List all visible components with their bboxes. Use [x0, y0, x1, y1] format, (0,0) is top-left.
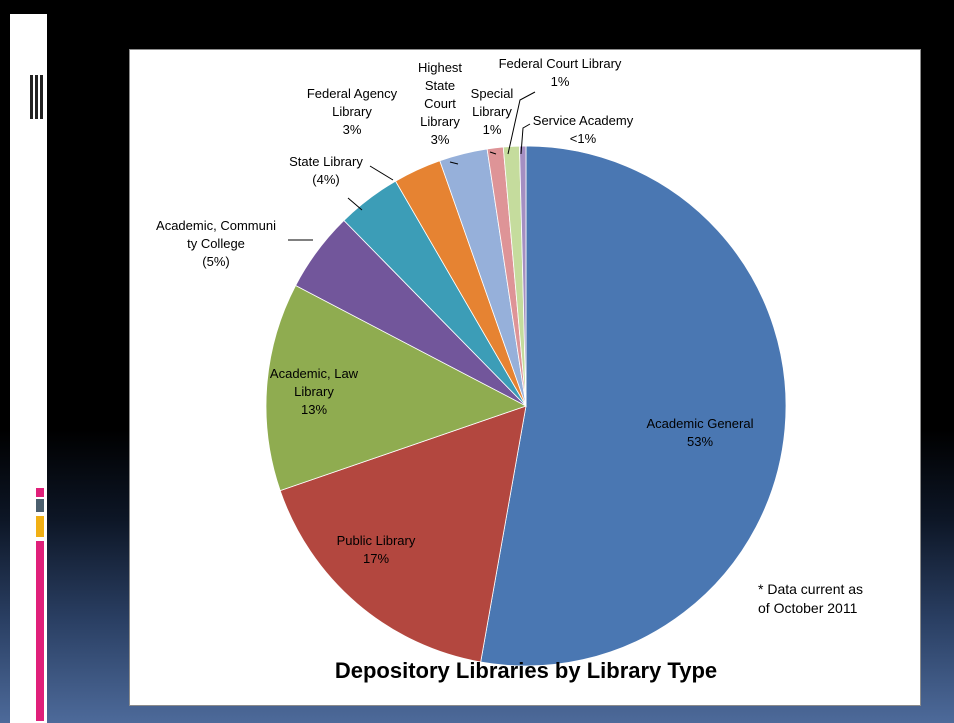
- leader-line: [507, 91, 536, 155]
- pie-chart: Academic General 53% Public Library 17% Acad…: [156, 56, 787, 667]
- pie-slice-academic-law-library: [265, 284, 528, 492]
- accent-bar-magenta-top: [36, 488, 44, 497]
- leader-line: [347, 197, 363, 211]
- accent-bar-magenta-long: [36, 541, 44, 721]
- chart-footnote: * Data current as of October 2011: [758, 581, 864, 616]
- slice-label: Federal Court Library 1%: [499, 56, 622, 89]
- slice-label: Academic, Communi ty College (5%): [156, 218, 276, 269]
- slice-label: Academic, Law Library 13%: [270, 366, 359, 417]
- slice-label: Academic General 53%: [647, 416, 754, 449]
- pie-slice-public-library: [279, 405, 527, 663]
- leader-line: [449, 161, 459, 165]
- accent-bar-gray: [36, 499, 44, 512]
- slice-label: Public Library 17%: [337, 533, 416, 566]
- chart-title: Depository Libraries by Library Type: [334, 658, 718, 683]
- slice-label: Federal Agency Library 3%: [307, 86, 398, 137]
- chart-frame: Academic General 53% Public Library 17% Acad…: [129, 49, 921, 706]
- leader-line: [520, 123, 531, 155]
- accent-bar-orange: [36, 516, 44, 537]
- leader-line: [369, 165, 394, 181]
- pie-slice-service-academy: [519, 145, 527, 407]
- slice-label: State Library (4%): [289, 154, 363, 187]
- slice-label: Highest State Court Library 3%: [418, 60, 462, 147]
- leader-line: [489, 151, 497, 155]
- slice-label: Special Library 1%: [471, 86, 514, 137]
- slice-label: Service Academy <1%: [533, 113, 634, 146]
- pie-slice-academic-general: [480, 145, 787, 667]
